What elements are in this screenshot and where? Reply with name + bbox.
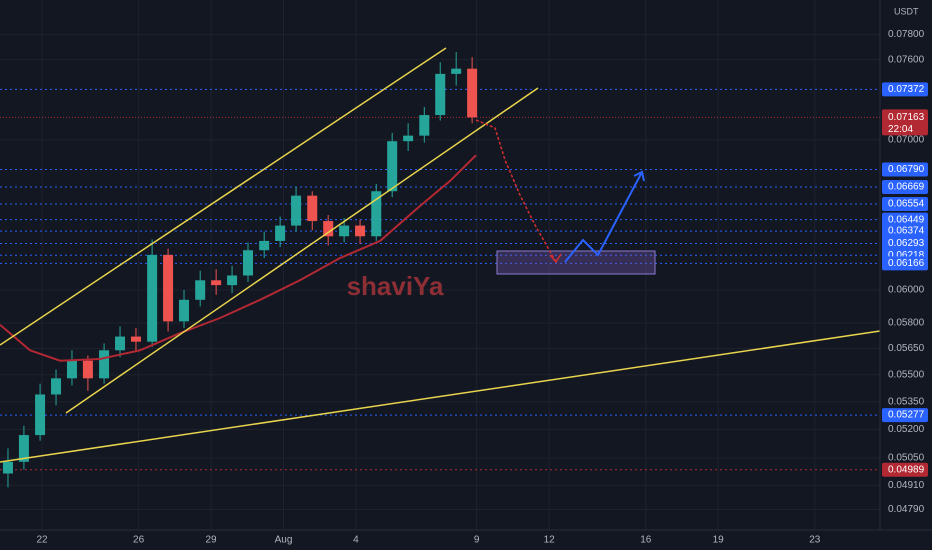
candle-body — [115, 336, 126, 351]
candle-body — [451, 68, 462, 74]
arrow-head — [549, 253, 562, 264]
y-tick-label: 0.07000 — [888, 134, 925, 145]
y-tick-label: 0.04910 — [888, 480, 925, 491]
candle-body — [211, 280, 222, 286]
current-price-label: 0.07163 — [888, 112, 925, 123]
candle-body — [371, 191, 382, 237]
x-tick-label: 29 — [206, 535, 218, 546]
y-tick-label: 0.05350 — [888, 396, 925, 407]
candle-body — [179, 299, 190, 322]
level-label: 0.06166 — [888, 258, 925, 269]
level-label: 0.06374 — [888, 226, 925, 237]
candle-body — [435, 73, 446, 116]
candle-body — [323, 221, 334, 237]
x-tick-label: Aug — [275, 535, 293, 546]
projection-up — [564, 171, 643, 263]
channel-upper — [0, 47, 447, 346]
candle-body — [99, 350, 110, 379]
candle-body — [291, 195, 302, 226]
level-label-box — [882, 408, 928, 423]
candle-body — [163, 254, 174, 322]
arrow-head — [633, 170, 645, 182]
level-label-box — [882, 179, 928, 194]
y-tick-label: 0.05200 — [888, 424, 925, 435]
y-tick-label: 0.05500 — [888, 369, 925, 380]
level-label-box — [882, 462, 928, 477]
level-label-box — [882, 256, 928, 271]
projection-down — [475, 119, 557, 263]
y-tick-label: 0.05800 — [888, 318, 925, 329]
candle-body — [307, 195, 318, 222]
x-tick-label: 23 — [809, 535, 821, 546]
y-tick-label: 0.05050 — [888, 453, 925, 464]
y-tick-label: 0.06000 — [888, 285, 925, 296]
candle-body — [339, 225, 350, 237]
candle-body — [35, 394, 46, 436]
candle-body — [227, 275, 238, 286]
level-label: 0.06449 — [888, 214, 925, 225]
target-zone — [496, 250, 656, 275]
levels — [0, 88, 880, 471]
candle-body — [467, 68, 478, 118]
y-tick-label: 0.07600 — [888, 54, 925, 65]
x-tick-label: 9 — [474, 535, 480, 546]
candle-body — [147, 254, 158, 342]
current-price-box — [882, 109, 928, 136]
level-label: 0.06554 — [888, 199, 925, 210]
candle-body — [82, 360, 93, 379]
channel-lower — [65, 87, 539, 414]
candle-body — [259, 240, 270, 251]
currency: USDT — [894, 6, 919, 16]
candle-body — [243, 250, 254, 276]
level-label: 0.06218 — [888, 250, 925, 261]
level-label: 0.07372 — [888, 84, 925, 95]
x-tick-label: 26 — [133, 535, 145, 546]
level-label-box — [882, 82, 928, 97]
axes: 0.07800 0.07600 0.07000 0.06000 0.05800 0.056… — [36, 29, 928, 546]
x-tick-label: 4 — [353, 535, 359, 546]
candle-body — [419, 115, 430, 136]
moving-average — [0, 154, 477, 362]
level-label-box — [882, 196, 928, 211]
y-tick-label: 0.07800 — [888, 29, 925, 40]
candle-body — [66, 360, 77, 379]
candle-body — [355, 225, 366, 237]
level-label: 0.06790 — [888, 164, 925, 175]
level-label: 0.06293 — [888, 238, 925, 249]
candle-body — [51, 378, 62, 395]
candle-body — [2, 461, 13, 474]
x-tick-label: 19 — [713, 535, 725, 546]
level-label-box — [882, 212, 928, 227]
candle-body — [18, 435, 29, 462]
candle-body — [275, 225, 286, 241]
drawings — [0, 47, 881, 463]
level-label-box — [882, 224, 928, 239]
level-label: 0.06669 — [888, 182, 925, 193]
candle-body — [387, 141, 398, 192]
candle-body — [403, 135, 414, 142]
level-label: 0.04989 — [888, 464, 925, 475]
x-tick-label: 16 — [640, 535, 652, 546]
countdown: 22:04 — [888, 124, 913, 135]
support-line — [0, 330, 881, 463]
level-label: 0.05277 — [888, 410, 925, 421]
y-tick-label: 0.05650 — [888, 343, 925, 354]
x-tick-label: 12 — [544, 535, 556, 546]
watermark: shaviYa — [347, 271, 444, 301]
y-tick-label: 0.04790 — [888, 504, 925, 515]
level-label-box — [882, 236, 928, 251]
candle-body — [130, 336, 141, 342]
plot — [0, 52, 478, 488]
x-tick-label: 22 — [36, 535, 48, 546]
candle-body — [195, 280, 206, 300]
level-label-box — [882, 162, 928, 177]
